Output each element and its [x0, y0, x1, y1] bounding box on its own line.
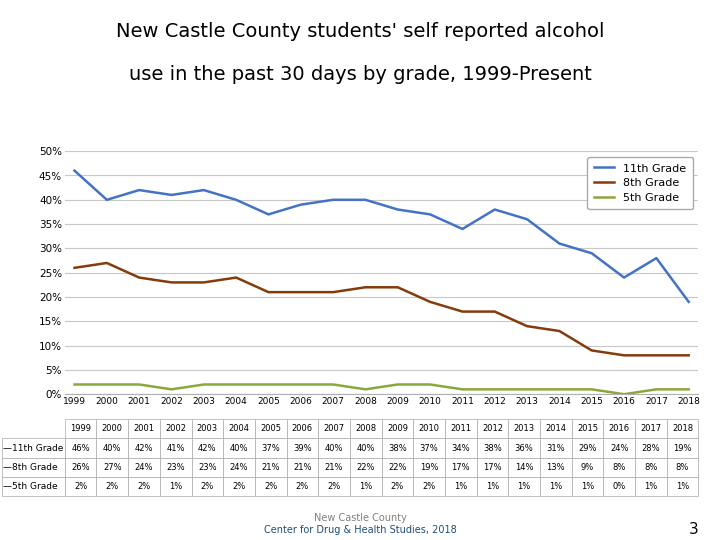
- 5th Grade: [264, 381, 273, 388]
- 5th Grade: [523, 386, 531, 393]
- 11th Grade: [199, 187, 208, 193]
- Line: 11th Grade: 11th Grade: [74, 171, 689, 302]
- 8th Grade: [297, 289, 305, 295]
- Line: 8th Grade: 8th Grade: [74, 263, 689, 355]
- 5th Grade: [458, 386, 467, 393]
- 5th Grade: [490, 386, 499, 393]
- 11th Grade: [393, 206, 402, 213]
- 5th Grade: [70, 381, 78, 388]
- 11th Grade: [70, 167, 78, 174]
- 5th Grade: [685, 386, 693, 393]
- 8th Grade: [135, 274, 143, 281]
- 8th Grade: [232, 274, 240, 281]
- 11th Grade: [426, 211, 434, 218]
- 5th Grade: [232, 381, 240, 388]
- 8th Grade: [426, 299, 434, 305]
- 5th Grade: [652, 386, 661, 393]
- 5th Grade: [361, 386, 370, 393]
- 5th Grade: [620, 391, 629, 397]
- 8th Grade: [555, 328, 564, 334]
- Text: New Castle County students' self reported alcohol: New Castle County students' self reporte…: [116, 22, 604, 40]
- 8th Grade: [620, 352, 629, 359]
- 11th Grade: [620, 274, 629, 281]
- 5th Grade: [329, 381, 338, 388]
- 8th Grade: [264, 289, 273, 295]
- 11th Grade: [458, 226, 467, 232]
- 5th Grade: [588, 386, 596, 393]
- 5th Grade: [555, 386, 564, 393]
- Text: New Castle County: New Castle County: [314, 512, 406, 523]
- 8th Grade: [588, 347, 596, 354]
- 8th Grade: [685, 352, 693, 359]
- 8th Grade: [167, 279, 176, 286]
- 8th Grade: [329, 289, 338, 295]
- Text: 3: 3: [688, 522, 698, 537]
- 11th Grade: [652, 255, 661, 261]
- Text: Center for Drug & Health Studies, 2018: Center for Drug & Health Studies, 2018: [264, 524, 456, 535]
- 5th Grade: [167, 386, 176, 393]
- 5th Grade: [297, 381, 305, 388]
- 5th Grade: [393, 381, 402, 388]
- 11th Grade: [523, 216, 531, 222]
- 11th Grade: [167, 192, 176, 198]
- 8th Grade: [393, 284, 402, 291]
- 11th Grade: [685, 299, 693, 305]
- 5th Grade: [426, 381, 434, 388]
- 11th Grade: [102, 197, 111, 203]
- 8th Grade: [361, 284, 370, 291]
- 8th Grade: [652, 352, 661, 359]
- 8th Grade: [458, 308, 467, 315]
- Text: use in the past 30 days by grade, 1999-Present: use in the past 30 days by grade, 1999-P…: [129, 65, 591, 84]
- 5th Grade: [135, 381, 143, 388]
- 8th Grade: [199, 279, 208, 286]
- Line: 5th Grade: 5th Grade: [74, 384, 689, 394]
- 11th Grade: [329, 197, 338, 203]
- 11th Grade: [555, 240, 564, 247]
- 11th Grade: [490, 206, 499, 213]
- 11th Grade: [232, 197, 240, 203]
- 8th Grade: [490, 308, 499, 315]
- 8th Grade: [102, 260, 111, 266]
- Legend: 11th Grade, 8th Grade, 5th Grade: 11th Grade, 8th Grade, 5th Grade: [588, 157, 693, 210]
- 11th Grade: [361, 197, 370, 203]
- 11th Grade: [135, 187, 143, 193]
- 11th Grade: [297, 201, 305, 208]
- 11th Grade: [264, 211, 273, 218]
- 5th Grade: [102, 381, 111, 388]
- 8th Grade: [523, 323, 531, 329]
- 11th Grade: [588, 250, 596, 256]
- 8th Grade: [70, 265, 78, 271]
- 5th Grade: [199, 381, 208, 388]
